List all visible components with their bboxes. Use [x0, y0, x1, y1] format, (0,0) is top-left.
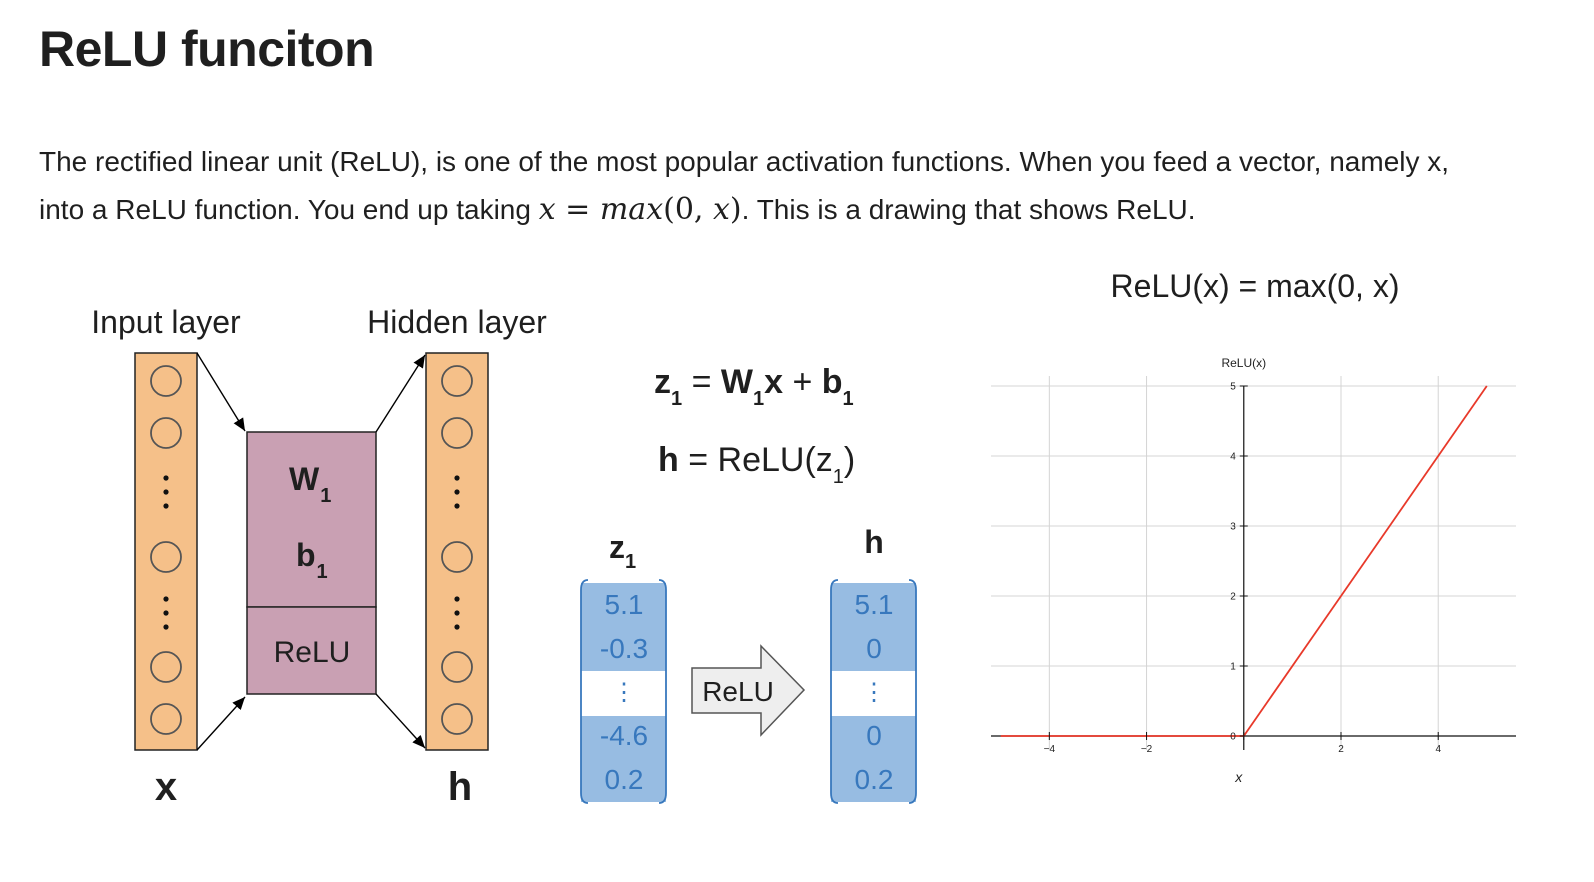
relu-network-diagram: Input layer Hidden layer W1 b1 ReLU x h — [91, 304, 917, 809]
math-equals: = — [555, 192, 600, 227]
chart-series — [1000, 385, 1488, 737]
math-x: x — [538, 192, 556, 227]
input-node — [150, 703, 182, 735]
relu-arrow-label: ReLU — [702, 676, 774, 707]
z-value: 0.2 — [605, 764, 644, 795]
relu-series-line — [1243, 385, 1488, 737]
description-line-2-start: into a ReLU function. You end up taking — [39, 194, 539, 225]
hidden-node — [441, 541, 473, 573]
x-tick-label: 2 — [1338, 744, 1344, 755]
connection-arrows — [196, 352, 426, 751]
hidden-layer-bar — [425, 352, 489, 751]
input-node — [150, 651, 182, 683]
math-max: max — [599, 192, 664, 227]
hidden-ellipsis-dots — [454, 475, 460, 630]
relu-activation-box — [246, 606, 377, 695]
x-tick-label: −4 — [1044, 744, 1056, 755]
h-value: 0.2 — [855, 764, 894, 795]
arrow-box-to-hidden-top — [375, 354, 426, 433]
y-tick-label: 3 — [1230, 522, 1236, 533]
x-vector-label: x — [155, 765, 177, 809]
input-node — [150, 541, 182, 573]
y-tick-label: 2 — [1230, 592, 1236, 603]
input-layer-label: Input layer — [91, 304, 241, 340]
math-x-arg: x — [713, 192, 730, 227]
relu-arrow: ReLU — [691, 644, 806, 737]
input-layer-bar — [134, 352, 198, 751]
hidden-node — [441, 365, 473, 397]
hidden-node — [441, 417, 473, 449]
h-value: ⋮ — [862, 679, 886, 706]
description-line-1: The rectified linear unit (ReLU), is one… — [39, 146, 1450, 177]
page-title: ReLU funciton — [39, 21, 375, 77]
input-node — [150, 417, 182, 449]
x-tick-label: 4 — [1435, 744, 1441, 755]
description-line-2-end: . This is a drawing that shows ReLU. — [741, 194, 1196, 225]
z-value: 5.1 — [605, 589, 644, 620]
x-tick-label: −2 — [1141, 744, 1153, 755]
input-node — [150, 365, 182, 397]
math-formula: x = max(0, x) — [539, 192, 742, 227]
z-value: -0.3 — [600, 633, 648, 664]
arrow-input-to-box-bottom — [196, 696, 246, 751]
y-tick-label: 1 — [1230, 662, 1236, 673]
chart-grid — [991, 376, 1516, 750]
input-layer-nodes — [150, 365, 182, 735]
h-vector-header: h — [864, 524, 884, 560]
h-vector-label: h — [448, 765, 472, 809]
equation-z: z1 = W1x + b1 — [654, 363, 854, 410]
chart-x-axis-label: x — [1234, 769, 1243, 782]
y-tick-label: 0 — [1230, 732, 1236, 743]
weight-label: W1 — [289, 461, 331, 507]
hidden-node — [441, 703, 473, 735]
z-vector: 5.1 -0.3 ⋮ -4.6 0.2 — [580, 579, 667, 804]
h-value: 5.1 — [855, 589, 894, 620]
hidden-layer-label: Hidden layer — [367, 304, 547, 340]
relu-chart-title: ReLU(x) = max(0, x) — [1110, 268, 1400, 304]
y-tick-label: 5 — [1230, 382, 1236, 393]
relu-chart: −4 −2 2 4 0 1 2 3 4 5 ReLU(x) x — [991, 356, 1516, 782]
bias-label: b1 — [296, 537, 328, 583]
arrow-input-to-box-top — [196, 352, 246, 432]
z-value: -4.6 — [600, 720, 648, 751]
z-vector-header: z1 — [609, 529, 636, 573]
chart-axes — [991, 386, 1516, 750]
weights-bias-box — [246, 431, 377, 608]
relu-box-label: ReLU — [274, 636, 351, 669]
hidden-node — [441, 651, 473, 683]
h-value: 0 — [866, 633, 882, 664]
chart-ticks: −4 −2 2 4 0 1 2 3 4 5 — [1044, 382, 1442, 756]
input-ellipsis-dots — [163, 475, 169, 630]
math-open: (0, — [663, 192, 713, 227]
h-value: 0 — [866, 720, 882, 751]
description-paragraph: The rectified linear unit (ReLU), is one… — [39, 138, 1569, 234]
hidden-layer-nodes — [441, 365, 473, 735]
z-value: ⋮ — [612, 679, 636, 706]
equation-h: h = ReLU(z1) — [658, 441, 855, 488]
y-tick-label: 4 — [1230, 452, 1236, 463]
math-close: ) — [729, 192, 742, 227]
chart-y-axis-label: ReLU(x) — [1221, 356, 1266, 370]
h-vector: 5.1 0 ⋮ 0 0.2 — [830, 579, 917, 804]
arrow-box-to-hidden-bottom — [375, 693, 426, 749]
